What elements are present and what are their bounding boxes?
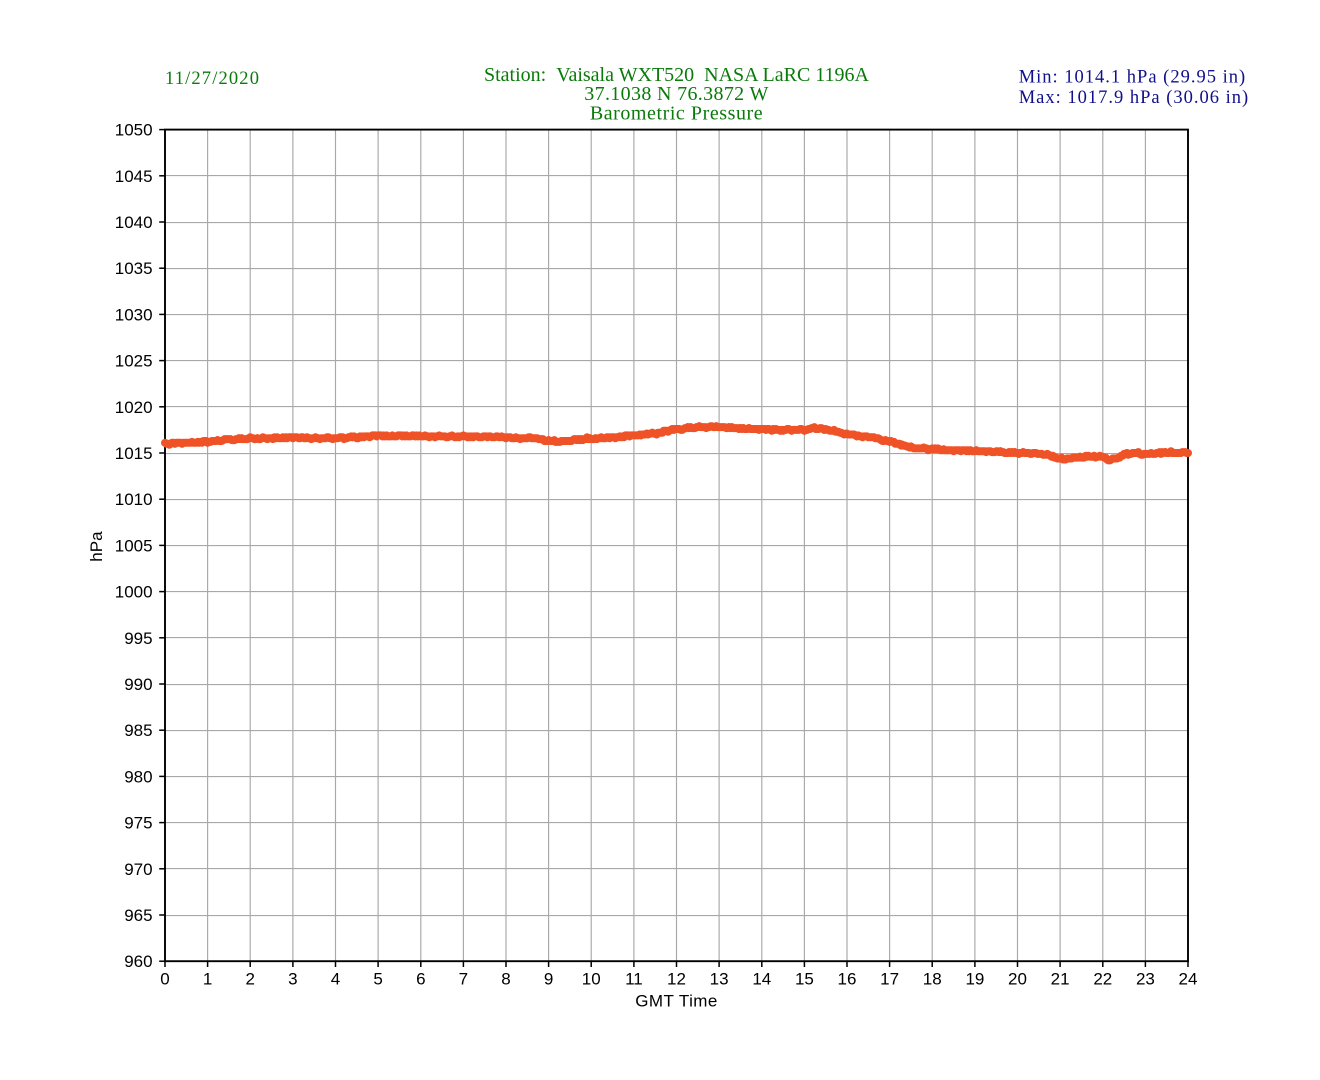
svg-text:hPa: hPa: [87, 531, 106, 562]
svg-text:Barometric Pressure: Barometric Pressure: [590, 103, 763, 125]
svg-text:975: 975: [124, 814, 152, 833]
svg-text:21: 21: [1051, 970, 1070, 989]
svg-text:37.1038 N 76.3872 W: 37.1038 N 76.3872 W: [584, 83, 768, 105]
svg-text:24: 24: [1179, 970, 1198, 989]
svg-text:5: 5: [373, 970, 382, 989]
svg-text:Max: 1017.9 hPa (30.06 in): Max: 1017.9 hPa (30.06 in): [1019, 88, 1250, 108]
svg-text:1020: 1020: [115, 398, 153, 417]
svg-text:1045: 1045: [115, 167, 153, 186]
svg-text:9: 9: [544, 970, 553, 989]
svg-text:1025: 1025: [115, 352, 153, 371]
svg-text:960: 960: [124, 952, 152, 971]
svg-text:23: 23: [1136, 970, 1155, 989]
svg-text:7: 7: [459, 970, 468, 989]
svg-text:985: 985: [124, 721, 152, 740]
svg-text:4: 4: [331, 970, 340, 989]
svg-text:1005: 1005: [115, 536, 153, 555]
svg-text:1050: 1050: [115, 121, 153, 140]
svg-text:20: 20: [1008, 970, 1027, 989]
svg-text:15: 15: [795, 970, 814, 989]
svg-text:12: 12: [667, 970, 686, 989]
svg-text:13: 13: [710, 970, 729, 989]
svg-text:Min: 1014.1 hPa (29.95 in): Min: 1014.1 hPa (29.95 in): [1019, 68, 1246, 88]
svg-text:GMT Time: GMT Time: [635, 992, 718, 1011]
svg-text:18: 18: [923, 970, 942, 989]
svg-text:3: 3: [288, 970, 297, 989]
svg-text:1015: 1015: [115, 444, 153, 463]
svg-text:0: 0: [160, 970, 169, 989]
svg-text:6: 6: [416, 970, 425, 989]
svg-text:980: 980: [124, 767, 152, 786]
svg-text:11/27/2020: 11/27/2020: [165, 69, 260, 89]
svg-text:990: 990: [124, 675, 152, 694]
svg-text:970: 970: [124, 860, 152, 879]
svg-text:17: 17: [880, 970, 899, 989]
svg-text:965: 965: [124, 906, 152, 925]
svg-text:10: 10: [582, 970, 601, 989]
svg-text:8: 8: [501, 970, 510, 989]
svg-text:1000: 1000: [115, 583, 153, 602]
svg-text:1040: 1040: [115, 213, 153, 232]
svg-text:19: 19: [965, 970, 984, 989]
svg-text:1030: 1030: [115, 305, 153, 324]
svg-text:1: 1: [203, 970, 212, 989]
svg-text:2: 2: [245, 970, 254, 989]
svg-text:22: 22: [1093, 970, 1112, 989]
svg-text:1035: 1035: [115, 259, 153, 278]
svg-text:11: 11: [625, 970, 643, 989]
svg-text:Station: Vaisala WXT520 NASA: Station: Vaisala WXT520 NASA LaRC 1196A: [484, 64, 870, 86]
svg-text:1010: 1010: [115, 490, 153, 509]
svg-text:16: 16: [838, 970, 857, 989]
svg-text:14: 14: [752, 970, 771, 989]
svg-text:995: 995: [124, 629, 152, 648]
